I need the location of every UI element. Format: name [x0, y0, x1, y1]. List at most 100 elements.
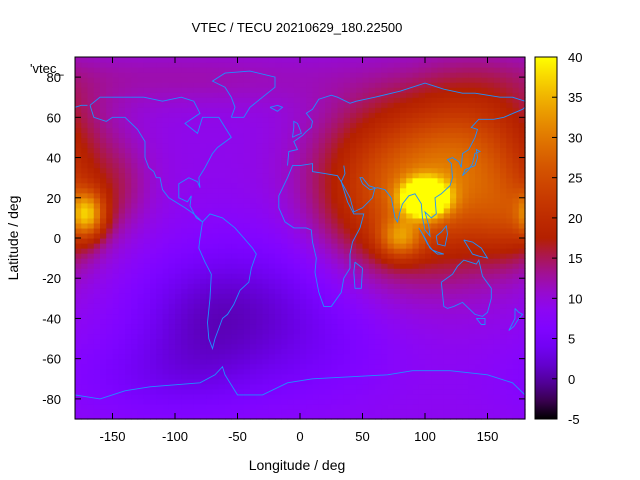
heatmap-cell — [75, 348, 82, 355]
heatmap-cell — [206, 323, 214, 330]
heatmap-cell — [275, 147, 282, 154]
heatmap-cell — [475, 207, 482, 214]
heatmap-cell — [281, 268, 289, 274]
heatmap-cell — [256, 393, 264, 400]
heatmap-cell — [237, 227, 245, 234]
heatmap-cell — [118, 288, 126, 294]
heatmap-cell — [306, 313, 314, 320]
heatmap-cell — [281, 278, 289, 284]
heatmap-cell — [256, 232, 264, 239]
heatmap-cell — [431, 283, 439, 289]
heatmap-cell — [462, 283, 470, 289]
heatmap-cell — [331, 182, 339, 189]
heatmap-cell — [125, 323, 132, 330]
heatmap-cell — [275, 243, 282, 249]
heatmap-cell — [393, 212, 401, 219]
heatmap-cell — [156, 273, 164, 279]
heatmap-cell — [125, 72, 132, 78]
heatmap-cell — [87, 202, 95, 209]
heatmap-cell — [256, 102, 264, 108]
heatmap-cell — [381, 248, 389, 254]
heatmap-cell — [243, 177, 251, 184]
heatmap-cell — [381, 192, 389, 199]
heatmap-cell — [200, 87, 207, 93]
heatmap-cell — [75, 192, 82, 199]
heatmap-cell — [106, 258, 114, 264]
heatmap-cell — [156, 62, 164, 68]
heatmap-cell — [100, 207, 107, 214]
heatmap-cell — [87, 227, 95, 234]
heatmap-cell — [400, 132, 407, 139]
heatmap-cell — [350, 358, 357, 365]
heatmap-cell — [356, 82, 364, 88]
heatmap-cell — [437, 127, 445, 134]
heatmap-cell — [131, 303, 139, 309]
heatmap-cell — [187, 62, 195, 68]
heatmap-cell — [118, 102, 126, 108]
heatmap-cell — [393, 197, 401, 204]
heatmap-cell — [275, 77, 282, 83]
heatmap-cell — [331, 308, 339, 315]
heatmap-cell — [131, 162, 139, 169]
heatmap-cell — [400, 238, 407, 244]
heatmap-cell — [75, 217, 82, 224]
heatmap-cell — [93, 238, 101, 244]
heatmap-cell — [325, 152, 332, 159]
heatmap-cell — [331, 323, 339, 330]
heatmap-cell — [468, 82, 476, 88]
heatmap-cell — [456, 157, 464, 164]
heatmap-cell — [193, 383, 201, 390]
heatmap-cell — [256, 283, 264, 289]
heatmap-cell — [393, 393, 401, 400]
heatmap-cell — [112, 408, 120, 415]
heatmap-cell — [268, 62, 276, 68]
heatmap-cell — [400, 413, 407, 420]
heatmap-cell — [400, 202, 407, 209]
heatmap-cell — [418, 107, 426, 113]
heatmap-cell — [100, 177, 107, 184]
heatmap-cell — [193, 403, 201, 410]
heatmap-cell — [387, 132, 395, 139]
heatmap-cell — [487, 82, 495, 88]
heatmap-cell — [418, 122, 426, 128]
heatmap-cell — [450, 278, 457, 284]
heatmap-cell — [237, 197, 245, 204]
heatmap-cell — [450, 308, 457, 315]
heatmap-cell — [381, 187, 389, 194]
heatmap-cell — [312, 127, 320, 134]
heatmap-cell — [250, 343, 257, 350]
heatmap-cell — [143, 212, 151, 219]
heatmap-cell — [287, 192, 295, 199]
heatmap-cell — [206, 112, 214, 118]
heatmap-cell — [212, 182, 220, 189]
heatmap-cell — [312, 147, 320, 154]
heatmap-cell — [212, 318, 220, 325]
heatmap-cell — [468, 102, 476, 108]
heatmap-cell — [137, 212, 145, 219]
heatmap-cell — [143, 217, 151, 224]
heatmap-cell — [143, 187, 151, 194]
heatmap-cell — [137, 298, 145, 304]
heatmap-cell — [287, 152, 295, 159]
heatmap-cell — [156, 192, 164, 199]
heatmap-cell — [193, 72, 201, 78]
heatmap-cell — [231, 373, 239, 380]
heatmap-cell — [406, 298, 414, 304]
heatmap-cell — [106, 388, 114, 395]
heatmap-cell — [456, 308, 464, 315]
heatmap-cell — [481, 82, 489, 88]
heatmap-cell — [425, 258, 432, 264]
heatmap-cell — [456, 162, 464, 169]
heatmap-cell — [487, 102, 495, 108]
heatmap-cell — [181, 92, 189, 98]
heatmap-cell — [287, 77, 295, 83]
heatmap-cell — [193, 323, 201, 330]
heatmap-cell — [150, 393, 157, 400]
heatmap-cell — [325, 62, 332, 68]
heatmap-cell — [456, 172, 464, 179]
heatmap-cell — [231, 378, 239, 385]
heatmap-cell — [300, 353, 307, 360]
heatmap-cell — [300, 393, 307, 400]
heatmap-cell — [162, 243, 170, 249]
heatmap-cell — [250, 177, 257, 184]
